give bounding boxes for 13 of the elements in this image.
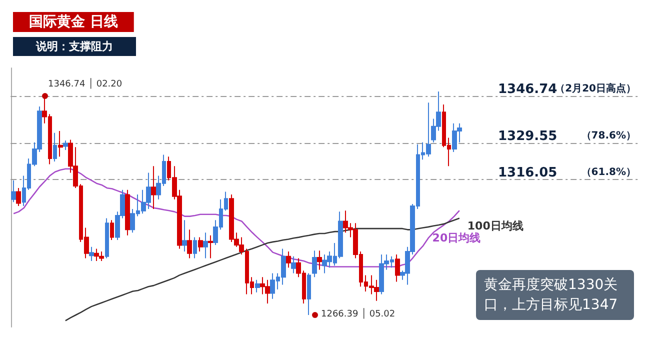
ref-line-label: （61.8%）	[581, 167, 636, 178]
ref-line-label: （78.6%）	[581, 130, 636, 142]
series-label: 20日均线	[432, 232, 481, 245]
y-tick-label: 1316.05	[498, 166, 558, 181]
annotation: 1346.74 │ 02.20	[48, 78, 122, 90]
chart-subtitle: 说明：支撑阻力	[35, 40, 113, 53]
chart-title: 国际黄金 日线	[29, 14, 118, 30]
text: 黄金再度突破1330关口，上方目标见1347	[484, 277, 618, 313]
ref-line-label: （2月20日高点）	[555, 82, 636, 94]
series-label: 100日均线	[467, 220, 524, 233]
y-tick-label: 1329.55	[498, 128, 558, 144]
y-tick-label: 1346.74	[498, 82, 558, 97]
annotation: 1266.39 │ 05.02	[321, 308, 396, 320]
